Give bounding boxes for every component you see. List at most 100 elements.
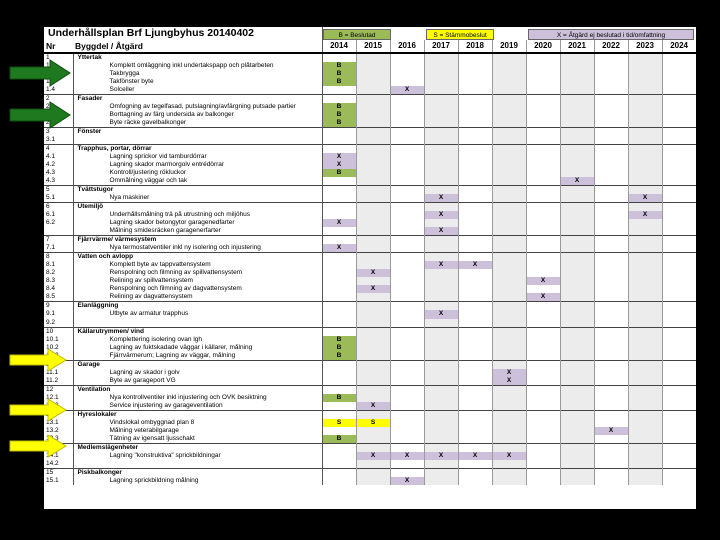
year-cell-2022 xyxy=(594,52,629,63)
section-title: Elanläggning xyxy=(73,301,323,311)
mark-x-2019: X xyxy=(492,368,527,377)
year-cell-2019 xyxy=(492,144,527,154)
measure-description: Takfönster byte xyxy=(73,78,323,87)
year-cell-2018 xyxy=(458,476,493,485)
year-cell-2019 xyxy=(492,277,527,286)
legend-ej-beslutad: X = Åtgärd ej beslutad i tid/omfattning xyxy=(528,29,694,40)
year-cell-2014 xyxy=(322,368,357,377)
year-cell-2017 xyxy=(424,285,459,294)
measure-description xyxy=(73,318,323,328)
mark-x-2016: X xyxy=(390,451,425,460)
mark-x-2017: X xyxy=(424,227,459,236)
year-cell-2018 xyxy=(458,343,493,352)
year-cell-2018 xyxy=(458,211,493,220)
year-cell-2022 xyxy=(594,476,629,485)
row-number: 15 xyxy=(44,467,74,477)
year-cell-2016 xyxy=(390,434,425,444)
year-cell-2018 xyxy=(458,185,493,195)
year-cell-2023 xyxy=(628,393,663,402)
mark-x-2017: X xyxy=(424,194,459,203)
table-row: 15.1 Lagning sprickbildning målning X xyxy=(44,476,696,485)
year-cell-2014 xyxy=(322,326,357,336)
maintenance-plan-table: Underhållsplan Brf Ljungbyhus 20140402 N… xyxy=(44,27,696,485)
year-cell-2024 xyxy=(662,351,696,361)
mark-x-2020: X xyxy=(526,277,561,286)
year-cell-2014 xyxy=(322,211,357,220)
year-cell-2014 xyxy=(322,376,357,386)
year-cell-2016 xyxy=(390,418,425,427)
table-row: 8.3 Relining av spillvattensystem X xyxy=(44,277,696,286)
mark-b-2014: B xyxy=(322,103,357,112)
year-cell-2015 xyxy=(356,103,391,112)
measure-description xyxy=(73,459,323,469)
mark-b-2014: B xyxy=(322,343,357,352)
row-number: 9.2 xyxy=(44,318,74,328)
year-cell-2016 xyxy=(390,343,425,352)
year-cell-2019 xyxy=(492,194,527,203)
year-cell-2020 xyxy=(526,62,561,71)
year-cell-2022 xyxy=(594,144,629,154)
table-row: 14.1 Lagning "konstruktiva" sprickbildnin… xyxy=(44,451,696,460)
row-number: 4 xyxy=(44,144,74,154)
row-number: 7 xyxy=(44,235,74,245)
year-header-2023: 2023 xyxy=(628,40,663,54)
year-cell-2019 xyxy=(492,434,527,444)
measure-description: Lagning "konstruktiva" sprickbildningar xyxy=(73,451,323,460)
year-cell-2018 xyxy=(458,86,493,95)
year-cell-2015 xyxy=(356,169,391,178)
year-cell-2023 xyxy=(628,219,663,228)
year-cell-2014 xyxy=(322,52,357,63)
year-cell-2020 xyxy=(526,119,561,128)
year-cell-2020 xyxy=(526,451,561,460)
table-row: 7.1 Nya termostatventiler inkl ny isoleri… xyxy=(44,244,696,253)
year-cell-2021 xyxy=(560,351,595,361)
year-cell-2018 xyxy=(458,418,493,427)
year-cell-2023 xyxy=(628,326,663,336)
year-cell-2021 xyxy=(560,127,595,137)
row-number: 2 xyxy=(44,94,74,104)
row-number: 13.1 xyxy=(44,418,74,427)
year-cell-2019 xyxy=(492,169,527,178)
year-header-2024: 2024 xyxy=(662,40,696,54)
year-cell-2022 xyxy=(594,351,629,361)
year-cell-2019 xyxy=(492,244,527,253)
year-cell-2023 xyxy=(628,269,663,278)
measure-description: Lagning sprickbildning målning xyxy=(73,476,323,485)
year-cell-2019 xyxy=(492,185,527,195)
year-cell-2014 xyxy=(322,177,357,186)
year-header-2020: 2020 xyxy=(526,40,561,54)
mark-b-2014: B xyxy=(322,434,357,444)
section-title: Fönster xyxy=(73,127,323,137)
section-row: 11Garage xyxy=(44,359,696,369)
mark-x-2020: X xyxy=(526,293,561,302)
year-cell-2016 xyxy=(390,202,425,212)
year-cell-2023 xyxy=(628,161,663,170)
year-cell-2016 xyxy=(390,211,425,220)
mark-s-2014: S xyxy=(322,418,357,427)
row-number: 6.1 xyxy=(44,211,74,220)
year-cell-2018 xyxy=(458,202,493,212)
year-cell-2016 xyxy=(390,293,425,302)
year-cell-2016 xyxy=(390,459,425,469)
year-cell-2018 xyxy=(458,161,493,170)
year-cell-2016 xyxy=(390,384,425,394)
row-number: 14.1 xyxy=(44,451,74,460)
table-row: 9.1 Utbyte av armatur trapphus X xyxy=(44,310,696,319)
year-cell-2018 xyxy=(458,326,493,336)
year-cell-2021 xyxy=(560,269,595,278)
year-cell-2023 xyxy=(628,442,663,452)
section-row: 3 Fönster xyxy=(44,127,696,137)
year-cell-2018 xyxy=(458,277,493,286)
year-cell-2024 xyxy=(662,94,696,104)
row-number: 12 xyxy=(44,384,74,394)
year-cell-2015 xyxy=(356,467,391,477)
year-cell-2020 xyxy=(526,70,561,79)
measure-description: Byte av garageport VG xyxy=(73,376,323,386)
year-cell-2019 xyxy=(492,62,527,71)
measure-description: Takbrygga xyxy=(73,70,323,79)
measure-description: Service injustering av garageventilation xyxy=(73,401,323,411)
row-number: 4.3 xyxy=(44,169,74,178)
year-cell-2018 xyxy=(458,153,493,162)
year-cell-2014 xyxy=(322,252,357,262)
year-cell-2015 xyxy=(356,368,391,377)
